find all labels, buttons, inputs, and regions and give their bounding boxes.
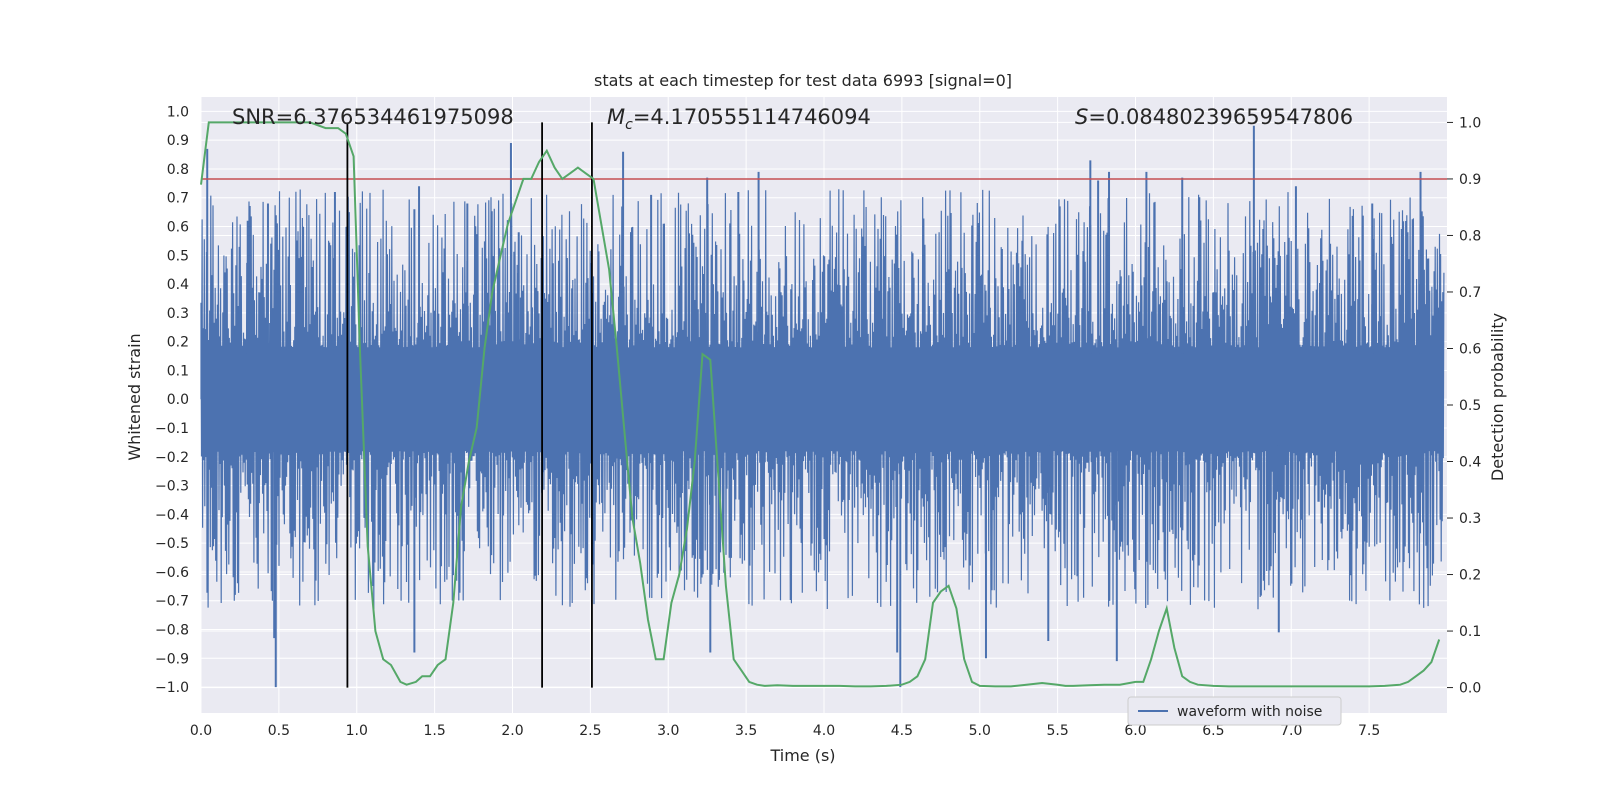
- x-tick-label: 1.5: [423, 723, 445, 739]
- s-annotation: S=0.08480239659547806: [1075, 105, 1353, 129]
- left-tick-label: −0.4: [155, 507, 189, 523]
- right-tick-label: 0.8: [1459, 228, 1481, 244]
- chirp-mass-annotation: Mc=4.170555114746094: [607, 105, 871, 133]
- right-tick-label: 0.2: [1459, 568, 1481, 584]
- x-axis-label: Time (s): [769, 746, 835, 765]
- right-tick-label: 0.6: [1459, 341, 1481, 357]
- waveform-core: [201, 353, 1439, 446]
- x-tick-label: 1.0: [346, 723, 368, 739]
- left-tick-label: 0.8: [167, 162, 189, 178]
- s-value: =0.08480239659547806: [1088, 105, 1353, 129]
- right-tick-label: 0.9: [1459, 172, 1481, 188]
- left-tick-label: 0.1: [167, 363, 189, 379]
- right-axis-ticks: 1.0 0.9 0.8 0.7 0.6 0.5 0.4 0.3 0.2 0.1 0.0: [1447, 115, 1481, 697]
- left-tick-label: 0.2: [167, 335, 189, 351]
- left-tick-label: 0.4: [167, 277, 189, 293]
- x-tick-label: 7.0: [1280, 723, 1302, 739]
- left-tick-label: −0.7: [155, 594, 189, 610]
- left-tick-label: 0.5: [167, 248, 189, 264]
- left-tick-label: −0.8: [155, 623, 189, 639]
- x-tick-label: 3.0: [657, 723, 679, 739]
- left-tick-label: 0.3: [167, 306, 189, 322]
- right-tick-label: 0.0: [1459, 681, 1481, 697]
- chirp-mass-symbol: M: [607, 105, 625, 129]
- left-tick-label: 0.0: [167, 392, 189, 408]
- chart-title: stats at each timestep for test data 699…: [594, 71, 1012, 90]
- chirp-mass-subscript: c: [625, 117, 633, 133]
- left-tick-label: −0.2: [155, 450, 189, 466]
- left-tick-label: −0.9: [155, 651, 189, 667]
- left-tick-label: −0.1: [155, 421, 189, 437]
- x-tick-label: 6.5: [1202, 723, 1224, 739]
- right-axis-label: Detection probability: [1488, 313, 1507, 481]
- x-tick-label: 5.5: [1046, 723, 1068, 739]
- x-tick-label: 2.0: [501, 723, 523, 739]
- x-tick-label: 0.5: [268, 723, 290, 739]
- left-axis-ticks: 1.0 0.9 0.8 0.7 0.6 0.5 0.4 0.3 0.2 0.1 0.0 −0.1 −0.…: [155, 104, 189, 696]
- left-tick-label: −0.5: [155, 536, 189, 552]
- x-tick-label: 5.0: [969, 723, 991, 739]
- x-tick-label: 3.5: [735, 723, 757, 739]
- x-tick-label: 0.0: [190, 723, 212, 739]
- right-tick-label: 0.7: [1459, 285, 1481, 301]
- x-tick-label: 6.0: [1124, 723, 1146, 739]
- s-symbol: S: [1075, 105, 1088, 129]
- probability-line: [200, 121, 1441, 688]
- x-tick-label: 7.5: [1358, 723, 1380, 739]
- snr-annotation: SNR=6.376534461975098: [232, 105, 514, 129]
- vertical-markers: [346, 122, 593, 688]
- left-tick-label: −0.6: [155, 565, 189, 581]
- left-tick-label: 1.0: [167, 104, 189, 120]
- x-tick-label: 2.5: [579, 723, 601, 739]
- chirp-mass-value: =4.170555114746094: [633, 105, 871, 129]
- left-tick-label: −0.3: [155, 479, 189, 495]
- x-axis-ticks: 0.0 0.5 1.0 1.5 2.0 2.5 3.0 3.5 4.0 4.5 5.0 5.5 6.0 6…: [190, 723, 1380, 739]
- left-axis-label: Whitened strain: [125, 333, 144, 460]
- probability-series: [200, 121, 1441, 688]
- right-tick-label: 0.1: [1459, 624, 1481, 640]
- left-tick-label: −1.0: [155, 680, 189, 696]
- right-tick-label: 0.3: [1459, 511, 1481, 527]
- left-tick-label: 0.7: [167, 191, 189, 207]
- x-tick-label: 4.5: [891, 723, 913, 739]
- legend: waveform with noise: [1127, 696, 1342, 726]
- waveform-series: [200, 125, 1445, 688]
- left-tick-label: 0.6: [167, 220, 189, 236]
- right-tick-label: 0.4: [1459, 455, 1481, 471]
- legend-box: [1127, 696, 1342, 726]
- right-tick-label: 1.0: [1459, 115, 1481, 131]
- x-tick-label: 4.0: [813, 723, 835, 739]
- right-tick-label: 0.5: [1459, 398, 1481, 414]
- left-tick-label: 0.9: [167, 133, 189, 149]
- legend-label: waveform with noise: [1177, 704, 1322, 720]
